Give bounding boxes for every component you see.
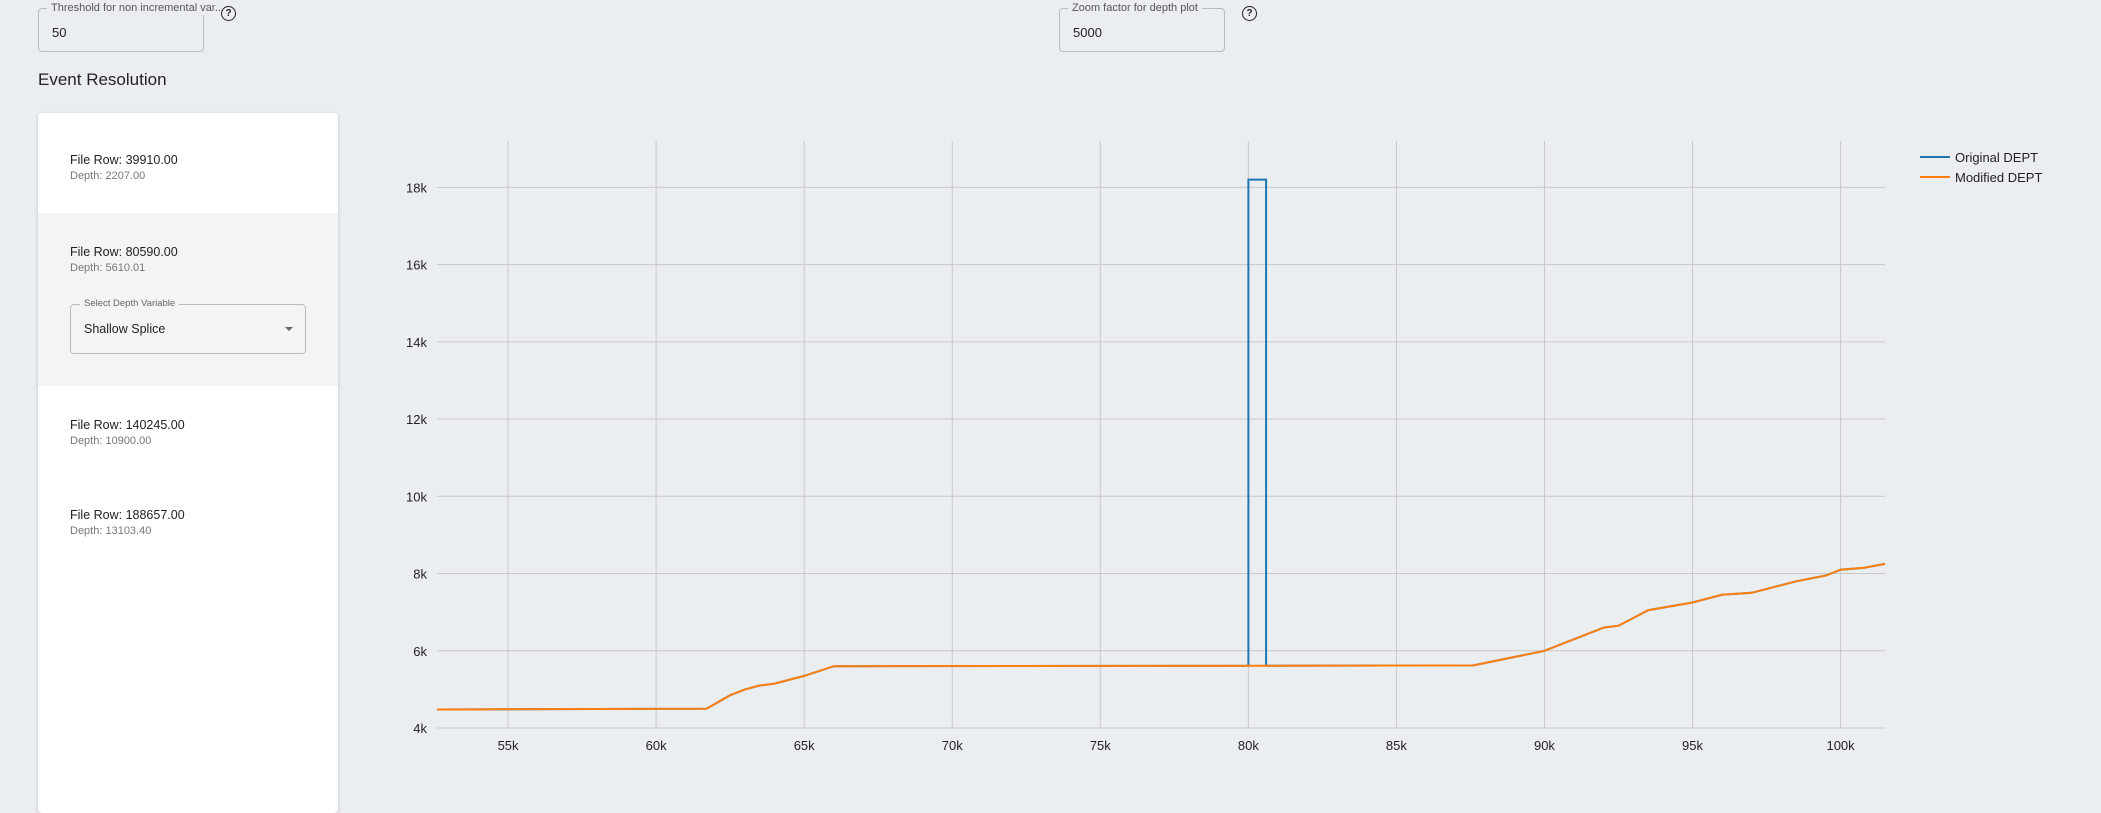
event-file-row: File Row: 80590.00 bbox=[70, 245, 178, 259]
threshold-value: 50 bbox=[52, 25, 67, 40]
y-tick-label: 4k bbox=[413, 721, 427, 736]
event-depth: Depth: 5610.01 bbox=[70, 262, 146, 274]
select-value: Shallow Splice bbox=[84, 322, 166, 336]
y-tick-label: 12k bbox=[406, 412, 427, 427]
series-line-original-dept bbox=[436, 178, 1886, 711]
x-tick-label: 95k bbox=[1682, 738, 1703, 753]
event-depth: Depth: 2207.00 bbox=[70, 170, 146, 182]
legend-label: Modified DEPT bbox=[1955, 170, 2042, 185]
y-tick-label: 10k bbox=[406, 489, 427, 504]
threshold-label: Threshold for non incremental var... bbox=[47, 2, 229, 15]
zoom-factor-label: Zoom factor for depth plot bbox=[1068, 2, 1202, 15]
event-file-row: File Row: 188657.00 bbox=[70, 508, 185, 522]
section-title: Event Resolution bbox=[38, 70, 167, 89]
y-tick-label: 14k bbox=[406, 335, 427, 350]
event-item-selected[interactable]: File Row: 80590.00 Depth: 5610.01 Select… bbox=[38, 213, 338, 386]
event-file-row: File Row: 140245.00 bbox=[70, 418, 185, 432]
x-tick-label: 100k bbox=[1826, 738, 1855, 753]
depth-variable-select[interactable]: Select Depth Variable Shallow Splice bbox=[70, 298, 306, 354]
y-tick-label: 16k bbox=[406, 258, 427, 273]
series-line-modified-dept bbox=[436, 562, 1886, 711]
zoom-factor-field[interactable]: Zoom factor for depth plot 5000 bbox=[1059, 2, 1225, 52]
x-tick-label: 75k bbox=[1090, 738, 1111, 753]
chevron-down-icon bbox=[285, 327, 293, 331]
select-label: Select Depth Variable bbox=[80, 298, 180, 309]
x-tick-label: 80k bbox=[1238, 738, 1259, 753]
x-tick-label: 90k bbox=[1534, 738, 1555, 753]
event-item[interactable]: File Row: 39910.00 Depth: 2207.00 bbox=[38, 113, 338, 213]
help-icon[interactable]: ? bbox=[221, 6, 236, 21]
x-tick-label: 65k bbox=[794, 738, 815, 753]
x-tick-label: 70k bbox=[942, 738, 963, 753]
event-depth: Depth: 13103.40 bbox=[70, 525, 152, 537]
event-depth: Depth: 10900.00 bbox=[70, 435, 152, 447]
x-tick-label: 55k bbox=[498, 738, 519, 753]
y-tick-label: 6k bbox=[413, 644, 427, 659]
event-item[interactable]: File Row: 188657.00 Depth: 13103.40 bbox=[38, 476, 338, 566]
x-tick-label: 85k bbox=[1386, 738, 1407, 753]
help-icon[interactable]: ? bbox=[1242, 6, 1257, 21]
x-tick-label: 60k bbox=[646, 738, 667, 753]
zoom-factor-value: 5000 bbox=[1073, 25, 1102, 40]
legend-label: Original DEPT bbox=[1955, 150, 2038, 165]
y-tick-label: 8k bbox=[413, 567, 427, 582]
threshold-field[interactable]: Threshold for non incremental var... 50 bbox=[38, 2, 229, 52]
event-item[interactable]: File Row: 140245.00 Depth: 10900.00 bbox=[38, 386, 338, 476]
y-tick-label: 18k bbox=[406, 180, 427, 195]
event-file-row: File Row: 39910.00 bbox=[70, 153, 178, 167]
event-list: File Row: 39910.00 Depth: 2207.00 File R… bbox=[38, 113, 338, 813]
